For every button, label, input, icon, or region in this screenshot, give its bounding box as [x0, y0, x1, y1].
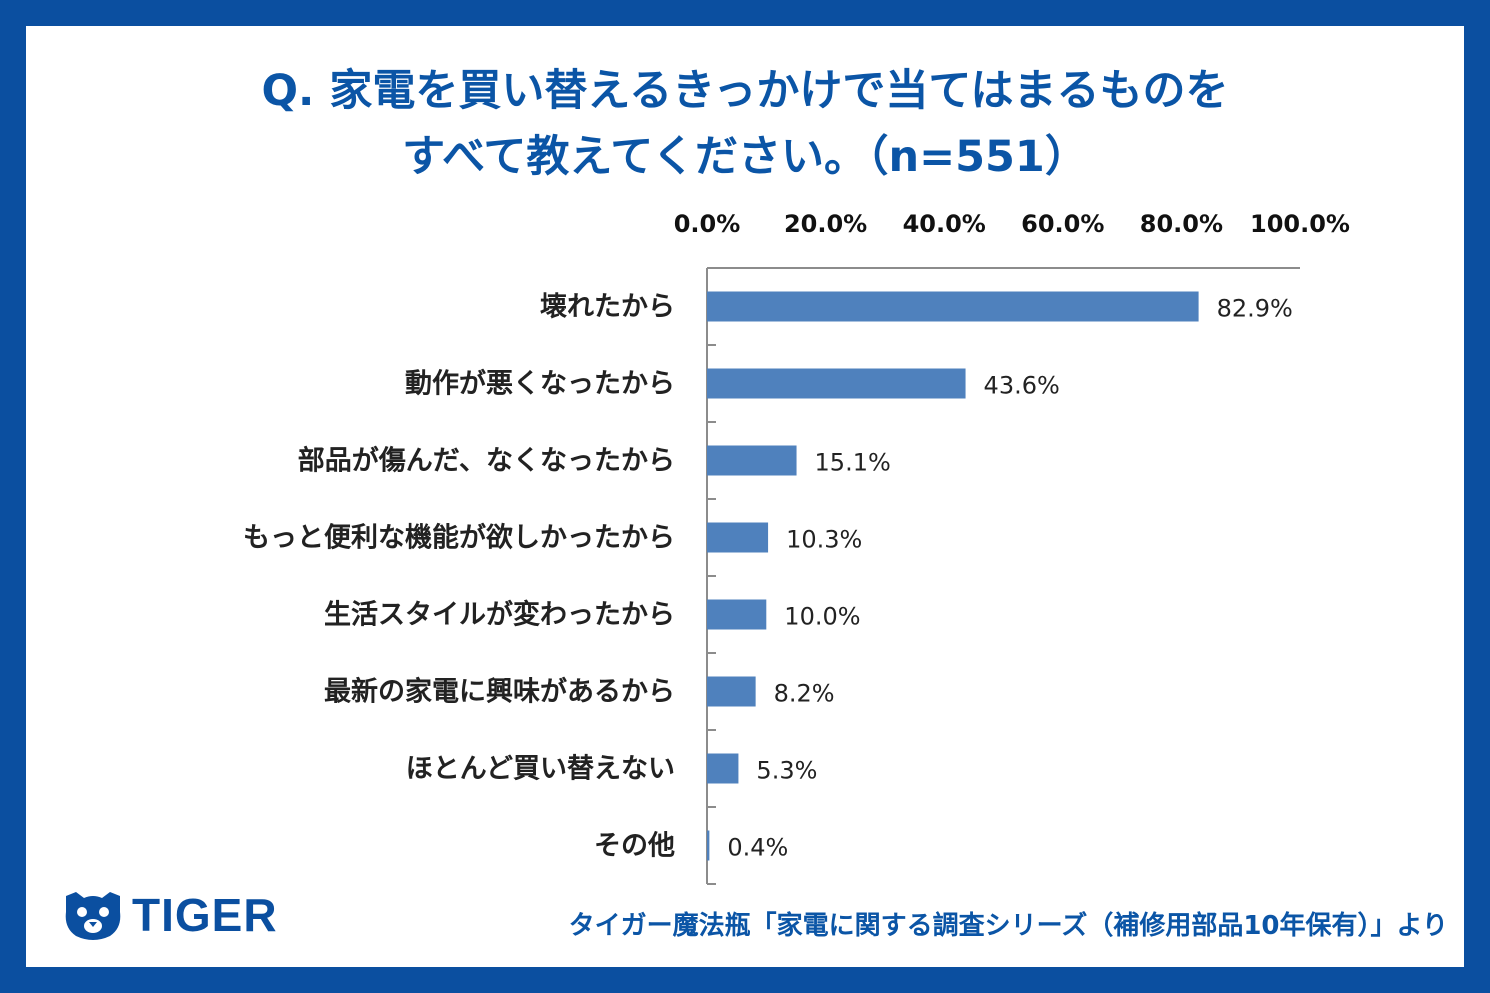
tiger-face-icon	[65, 892, 121, 940]
bar	[707, 676, 756, 707]
source-note: タイガー魔法瓶「家電に関する調査シリーズ（補修用部品10年保有）」より	[568, 911, 1448, 941]
bar	[707, 599, 767, 630]
category-label: 壊れたから	[540, 292, 675, 323]
data-label: 82.9%	[1217, 295, 1293, 323]
bar	[707, 445, 797, 476]
x-tick-label: 40.0%	[903, 210, 986, 238]
data-label: 10.0%	[784, 603, 860, 631]
chart-title: Q. 家電を買い替えるきっかけで当てはまるものを すべて教えてください。（n=5…	[0, 58, 1490, 190]
x-tick-label: 100.0%	[1250, 210, 1350, 238]
chart-card	[26, 26, 1464, 967]
x-tick-label: 80.0%	[1140, 210, 1223, 238]
data-label: 8.2%	[774, 680, 835, 708]
category-label: 生活スタイルが変わったから	[324, 599, 675, 631]
tiger-logo: TIGER	[60, 888, 278, 942]
category-label: 最新の家電に興味があるから	[324, 676, 675, 708]
data-label: 5.3%	[756, 757, 817, 785]
category-label: もっと便利な機能が欲しかったから	[243, 522, 675, 554]
category-label: 動作が悪くなったから	[405, 368, 675, 400]
data-label: 10.3%	[786, 526, 862, 554]
category-label: その他	[594, 831, 675, 862]
data-label: 0.4%	[727, 834, 788, 862]
x-tick-label: 60.0%	[1021, 210, 1104, 238]
data-label: 43.6%	[984, 372, 1060, 400]
bar	[707, 830, 710, 861]
bar	[707, 368, 966, 399]
bar	[707, 291, 1199, 322]
title-line-1: Q. 家電を買い替えるきっかけで当てはまるものを	[261, 66, 1229, 116]
bar	[707, 522, 769, 553]
data-label: 15.1%	[815, 449, 891, 477]
bar	[707, 753, 739, 784]
x-tick-label: 20.0%	[784, 210, 867, 238]
category-label: 部品が傷んだ、なくなったから	[298, 445, 675, 477]
logo-wordmark: TIGER	[132, 889, 278, 941]
x-tick-label: 0.0%	[674, 210, 741, 238]
title-line-2: すべて教えてください。（n=551）	[402, 132, 1088, 182]
category-label: ほとんど買い替えない	[406, 754, 675, 785]
